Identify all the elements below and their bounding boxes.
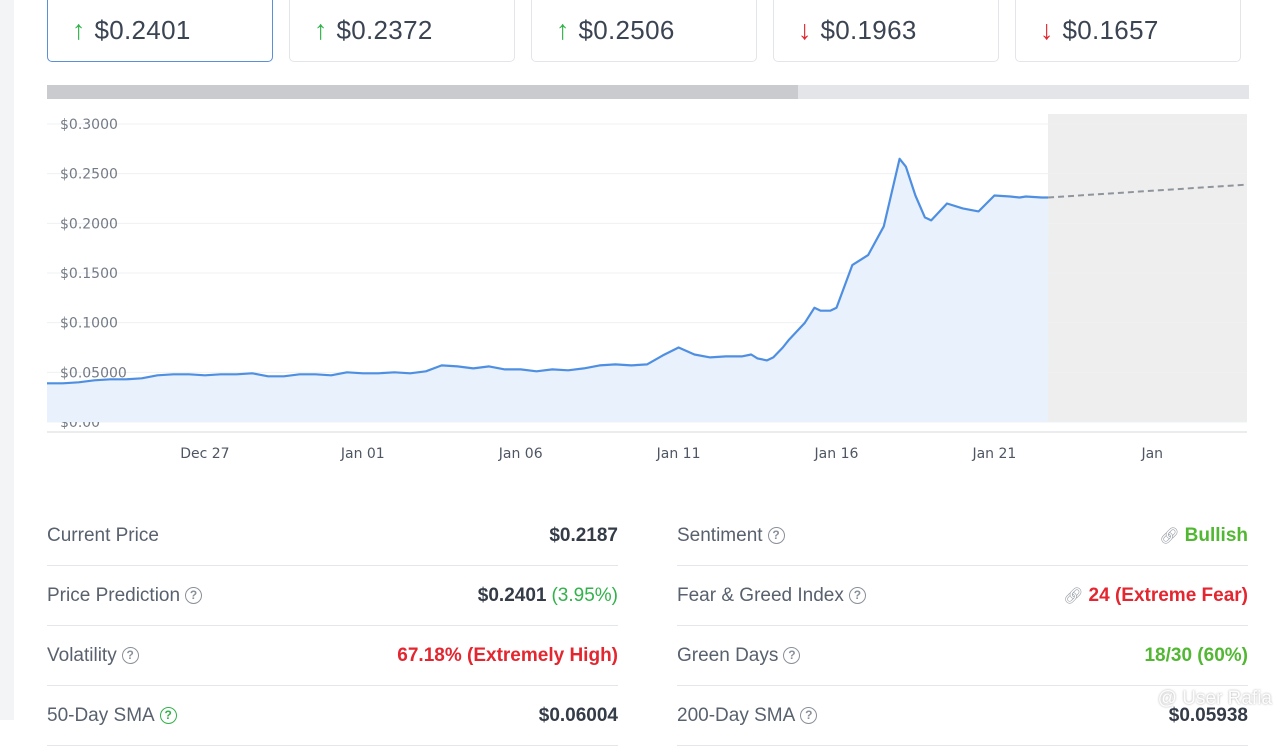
help-icon[interactable]: ? xyxy=(121,647,139,664)
chart-scroller-thumb[interactable] xyxy=(47,85,799,99)
stat-label-text: Price Prediction xyxy=(47,584,181,606)
price-area xyxy=(47,158,1049,423)
prediction-card-4[interactable]: ↓ $0.1963 xyxy=(773,0,999,62)
y-tick-label: $0.3000 xyxy=(60,117,118,133)
x-tick-label: Jan 16 xyxy=(814,446,859,462)
stat-label: Fear & Greed Index? xyxy=(677,585,866,607)
y-tick-label: $0.2000 xyxy=(60,216,118,232)
stat-label: Volatility? xyxy=(47,645,139,667)
price-line xyxy=(47,157,1049,385)
stat-value-text: $0.2401 xyxy=(477,584,547,606)
stat-row-fear-greed: Fear & Greed Index? 🔗︎ 24 (Extreme Fear) xyxy=(677,566,1248,626)
prediction-price: $0.1963 xyxy=(820,14,917,45)
stat-row-50-day-sma: 50-Day SMA? $0.06004 xyxy=(47,686,618,746)
stat-value[interactable]: 🔗︎ Bullish xyxy=(1159,525,1248,547)
prediction-card-2[interactable]: ↑ $0.2372 xyxy=(289,0,515,62)
y-tick-label: $0.05000 xyxy=(60,365,127,381)
help-icon[interactable]: ? xyxy=(767,527,785,544)
x-tick-label: Jan 11 xyxy=(656,446,701,462)
forecast-line xyxy=(1047,183,1248,199)
watermark-text: @ User Rafia xyxy=(1157,688,1272,709)
stats-right-column: Sentiment? 🔗︎ Bullish Fear & Greed Index?… xyxy=(677,506,1248,746)
stat-row-current-price: Current Price $0.2187 xyxy=(47,506,618,566)
stat-change-percent: (3.95%) xyxy=(551,584,618,606)
prediction-card-5[interactable]: ↓ $0.1657 xyxy=(1015,0,1241,62)
stat-label: Current Price xyxy=(47,525,159,547)
prediction-price: $0.1657 xyxy=(1062,14,1159,45)
x-tick-label: Jan xyxy=(1140,446,1163,462)
stat-row-price-prediction: Price Prediction? $0.2401 (3.95%) xyxy=(47,566,618,626)
forecast-region xyxy=(1048,114,1247,422)
prediction-price: $0.2372 xyxy=(336,14,433,45)
y-tick-label: $0.2500 xyxy=(60,167,118,183)
stat-value-text: Bullish xyxy=(1184,524,1248,546)
prediction-cards: ↑ $0.2401 ↑ $0.2372 ↑ $0.2506 ↓ $0.1963 … xyxy=(47,0,1241,64)
arrow-down-icon: ↓ xyxy=(798,14,812,45)
prediction-card-3[interactable]: ↑ $0.2506 xyxy=(531,0,757,62)
y-tick-label: $0.1000 xyxy=(60,316,118,332)
stat-row-green-days: Green Days? 18/30 (60%) xyxy=(677,626,1248,686)
help-icon[interactable]: ? xyxy=(800,707,818,724)
x-tick-label: Jan 21 xyxy=(971,446,1016,462)
arrow-up-icon: ↑ xyxy=(556,14,570,45)
stat-value: 18/30 (60%) xyxy=(1144,644,1248,666)
stat-value: 67.18% (Extremely High) xyxy=(397,644,618,666)
stat-value: $0.2401 (3.95%) xyxy=(478,585,618,607)
arrow-up-icon: ↑ xyxy=(72,14,86,45)
left-edge-strip xyxy=(0,0,14,720)
x-tick-label: Dec 27 xyxy=(180,446,229,462)
stats-left-column: Current Price $0.2187 Price Prediction? … xyxy=(47,506,618,746)
stat-label-text: Volatility xyxy=(47,644,117,666)
help-icon[interactable]: ? xyxy=(783,647,801,664)
stat-label: Sentiment? xyxy=(677,525,785,547)
stat-label: 50-Day SMA? xyxy=(47,705,177,727)
x-tick-label: Jan 06 xyxy=(498,446,543,462)
help-icon[interactable]: ? xyxy=(185,587,203,604)
stat-label-text: Sentiment xyxy=(677,524,763,546)
stat-value: $0.2187 xyxy=(549,524,618,546)
stat-label-text: Fear & Greed Index xyxy=(677,584,844,606)
prediction-price: $0.2506 xyxy=(578,14,675,45)
y-tick-label: $0.1500 xyxy=(60,266,118,282)
stat-value: $0.06004 xyxy=(538,704,618,726)
link-icon: 🔗︎ xyxy=(1159,527,1180,545)
stat-label: 200-Day SMA? xyxy=(677,704,818,727)
prediction-card-1[interactable]: ↑ $0.2401 xyxy=(47,0,273,62)
arrow-up-icon: ↑ xyxy=(314,14,328,45)
price-chart: $0.3000 $0.2500 $0.2000 $0.1500 $0.1000 $0.05… xyxy=(47,114,1248,462)
stat-row-sentiment: Sentiment? 🔗︎ Bullish xyxy=(677,506,1248,566)
x-tick-label: Jan 01 xyxy=(340,446,385,462)
stat-label: Green Days? xyxy=(677,644,801,667)
stat-label-text: 200-Day SMA xyxy=(677,704,796,726)
chart-scroller[interactable] xyxy=(47,85,1249,99)
link-icon: 🔗︎ xyxy=(1063,587,1084,605)
stat-row-volatility: Volatility? 67.18% (Extremely High) xyxy=(47,626,618,686)
watermark: @ User Rafia xyxy=(1158,688,1272,710)
prediction-price: $0.2401 xyxy=(94,14,191,45)
help-icon[interactable]: ? xyxy=(848,587,866,604)
stat-value[interactable]: 🔗︎ 24 (Extreme Fear) xyxy=(1063,585,1248,607)
stat-label-text: 50-Day SMA xyxy=(47,704,155,726)
stat-label-text: Green Days xyxy=(677,644,779,666)
stat-label: Price Prediction? xyxy=(47,584,203,607)
arrow-down-icon: ↓ xyxy=(1040,14,1054,45)
help-icon[interactable]: ? xyxy=(159,707,177,724)
stat-label-text: Current Price xyxy=(47,524,159,546)
stat-value-text: 24 (Extreme Fear) xyxy=(1088,584,1248,606)
